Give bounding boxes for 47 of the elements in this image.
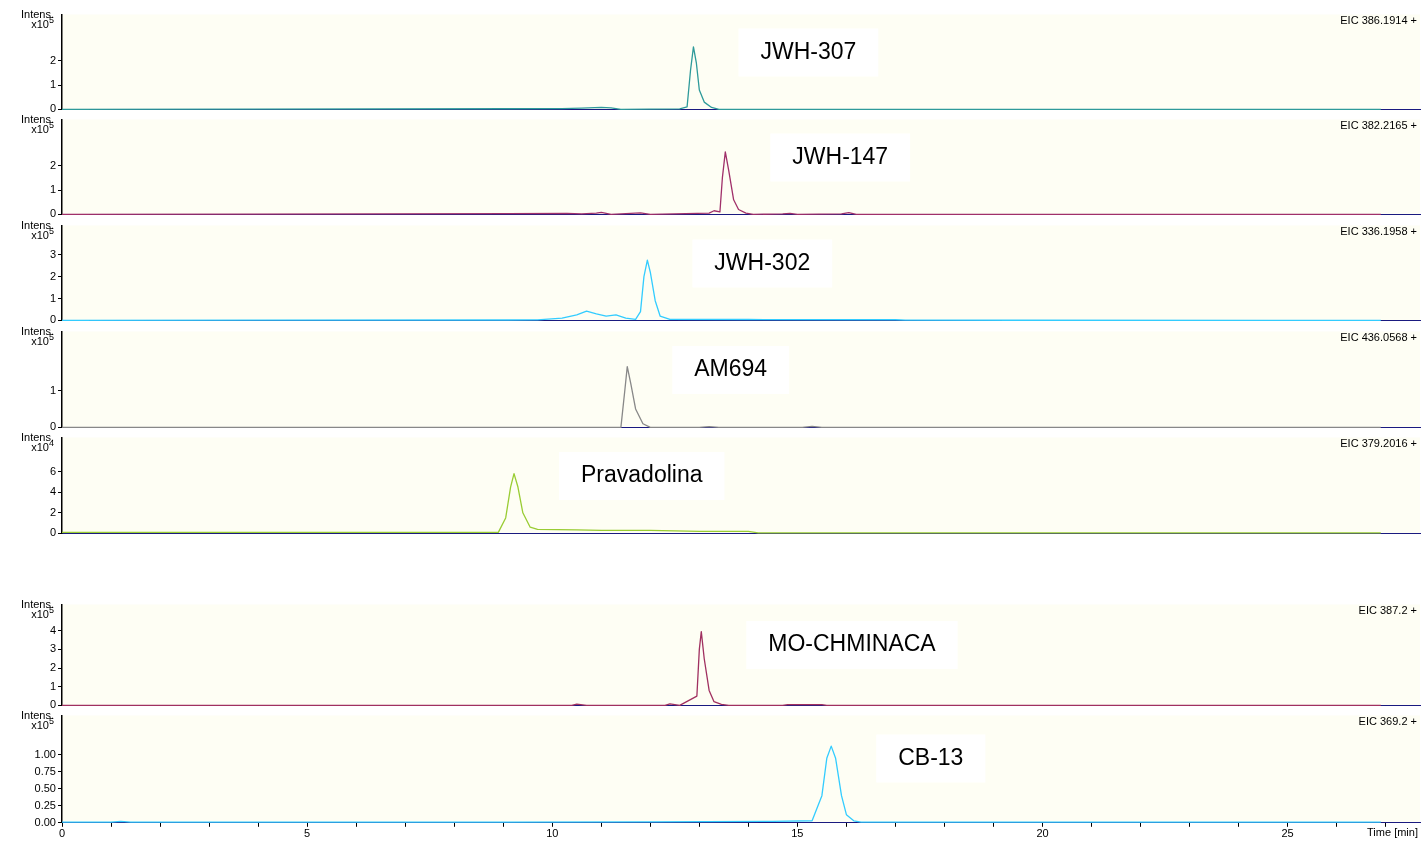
y-tick-label: 0.25 — [34, 798, 56, 811]
y-tick-label: 0 — [49, 102, 56, 115]
annotation: AM694 — [694, 355, 768, 382]
y-tick-label: 0 — [49, 420, 56, 433]
annotation: JWH-147 — [792, 142, 889, 169]
annotation: MO-CHMINACA — [768, 630, 937, 657]
annotation: EIC 387.2 + — [1358, 604, 1417, 617]
y-tick-label: 1 — [49, 78, 56, 91]
annotation: EIC 369.2 + — [1358, 715, 1417, 728]
y-tick-label: 3 — [49, 247, 56, 260]
y-tick-label: 1 — [49, 383, 56, 396]
annotation: EIC 386.1914 + — [1340, 14, 1417, 27]
y-tick-label: 0 — [49, 313, 56, 326]
y-tick-label: 1 — [49, 679, 56, 692]
y-tick-label: 0 — [49, 526, 56, 539]
y-tick-label: 2 — [49, 661, 56, 674]
y-tick-label: 2 — [49, 53, 56, 66]
y-tick-label: 2 — [49, 505, 56, 518]
y-tick-label: 2 — [49, 269, 56, 282]
x-tick-label: 20 — [1036, 827, 1049, 840]
y-tick-label: 6 — [49, 464, 56, 477]
annotation: CB-13 — [898, 743, 964, 770]
x-axis-title: Time [min] — [1367, 826, 1418, 839]
x-tick-label: 10 — [546, 827, 559, 840]
y-tick-label: 0 — [49, 207, 56, 220]
y-tick-label: 4 — [49, 623, 56, 636]
x-tick-label: 0 — [58, 827, 66, 840]
annotation: JWH-302 — [714, 248, 811, 275]
y-tick-label: 0.75 — [34, 764, 56, 777]
y-tick-label: 0.00 — [34, 815, 56, 828]
x-tick-label: 25 — [1281, 827, 1294, 840]
y-tick-label: 0 — [49, 698, 56, 711]
annotation: JWH-307 — [760, 37, 857, 64]
y-tick-label: 1.00 — [34, 747, 56, 760]
x-tick-label: 5 — [304, 827, 311, 840]
annotation: Pravadolina — [581, 461, 703, 488]
y-tick-label: 2 — [49, 158, 56, 171]
x-tick-label: 15 — [791, 827, 804, 840]
annotation: EIC 436.0568 + — [1340, 331, 1417, 344]
annotation: EIC 382.2165 + — [1340, 119, 1417, 132]
y-tick-label: 1 — [49, 183, 56, 196]
annotation: EIC 379.2016 + — [1340, 437, 1417, 450]
y-tick-label: 3 — [49, 642, 56, 655]
y-tick-label: 1 — [49, 291, 56, 304]
y-tick-label: 0.50 — [34, 781, 56, 794]
annotation: EIC 336.1958 + — [1340, 225, 1417, 238]
y-tick-label: 4 — [49, 485, 56, 498]
